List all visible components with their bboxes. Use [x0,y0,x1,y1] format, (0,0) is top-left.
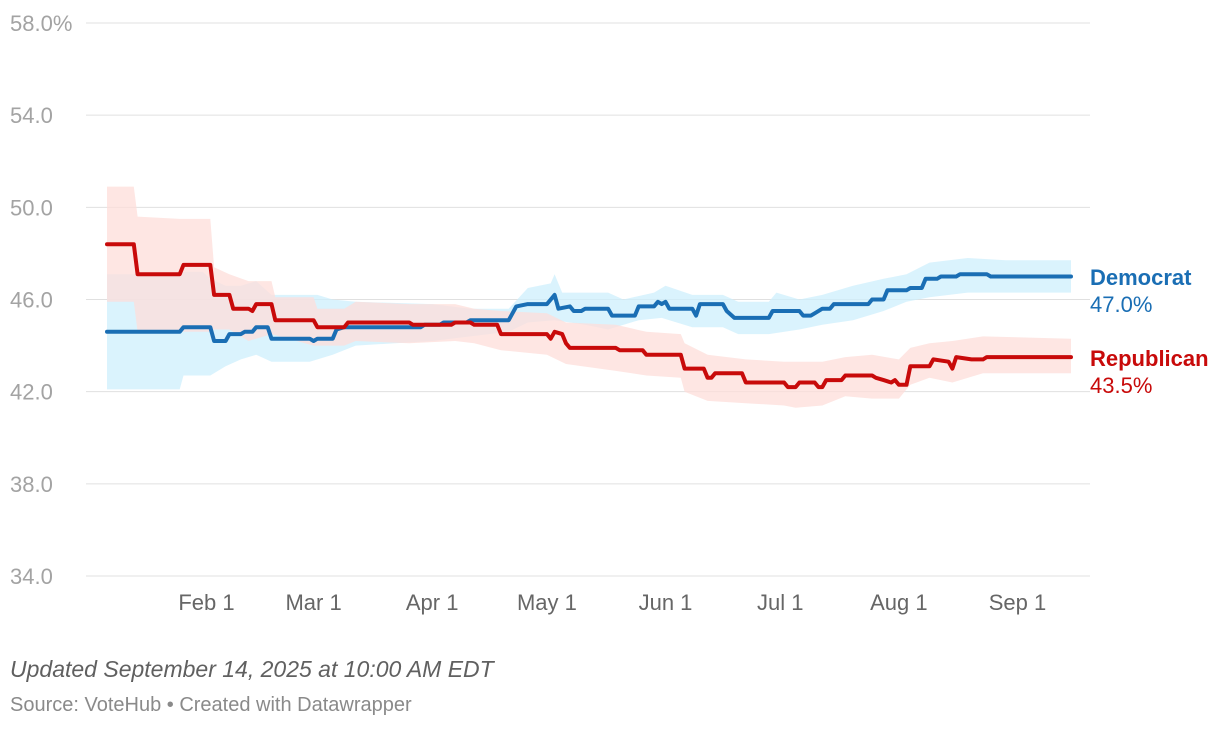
y-axis-tick-labels: 34.0 38.0 42.0 46.0 50.0 54.0 58.0% [10,11,72,589]
republican-label: Republican [1090,346,1209,371]
republican-value-label: 43.5% [1090,373,1152,398]
x-tick-label-feb-1: Feb 1 [178,590,234,615]
x-tick-label-may-1: May 1 [517,590,577,615]
y-tick-label: 38.0 [10,472,53,497]
republican-confidence-band [107,186,1071,408]
x-tick-label-mar-1: Mar 1 [285,590,341,615]
chart-area: 34.0 38.0 42.0 46.0 50.0 54.0 58.0% Feb 1 Mar 1… [10,11,1209,615]
democrat-line [105,272,1073,343]
x-tick-label-sep-1: Sep 1 [989,590,1047,615]
confidence-bands [107,186,1071,408]
series-lines [105,242,1073,390]
source-credit: Source: VoteHub • Created with Datawrapp… [10,694,412,716]
y-tick-label: 50.0 [10,195,53,220]
x-axis-tick-labels: Feb 1 Mar 1 Apr 1 May 1 Jun 1 Jul 1 Aug 1 Sep 1 [178,590,1046,615]
updated-note: Updated September 14, 2025 at 10:00 AM E… [10,656,494,682]
x-tick-label-aug-1: Aug 1 [870,590,928,615]
x-tick-label-jul-1: Jul 1 [757,590,803,615]
y-tick-label: 46.0 [10,288,53,313]
x-tick-label-apr-1: Apr 1 [406,590,459,615]
republican-line [105,242,1073,390]
y-tick-label: 58.0% [10,11,72,36]
democrat-label: Democrat [1090,265,1192,290]
y-tick-label: 42.0 [10,380,53,405]
y-tick-label: 54.0 [10,103,53,128]
y-tick-label: 34.0 [10,564,53,589]
x-tick-label-jun-1: Jun 1 [639,590,693,615]
democrat-value-label: 47.0% [1090,292,1152,317]
